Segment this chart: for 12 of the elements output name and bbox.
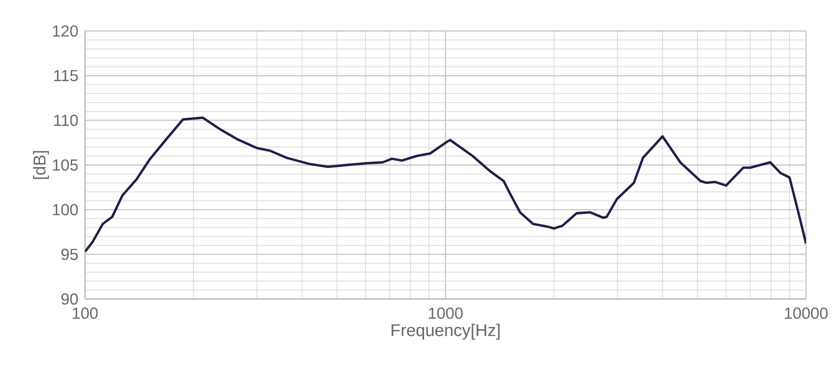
x-tick-label: 100 [72,308,98,319]
x-tick-label: 1000 [428,308,463,319]
y-tick-label: 110 [54,114,78,126]
y-tick-label: 115 [54,70,78,82]
y-tick-label: 120 [53,25,78,37]
y-tick-label: 95 [61,248,78,260]
y-tick-label: 90 [61,293,78,305]
y-axis-title: [dB] [33,151,49,179]
y-tick-label: 105 [53,159,78,171]
y-tick-label: 100 [53,204,78,216]
x-tick-label: 10000 [784,308,828,319]
x-axis-title: Frequency[Hz] [392,324,500,340]
